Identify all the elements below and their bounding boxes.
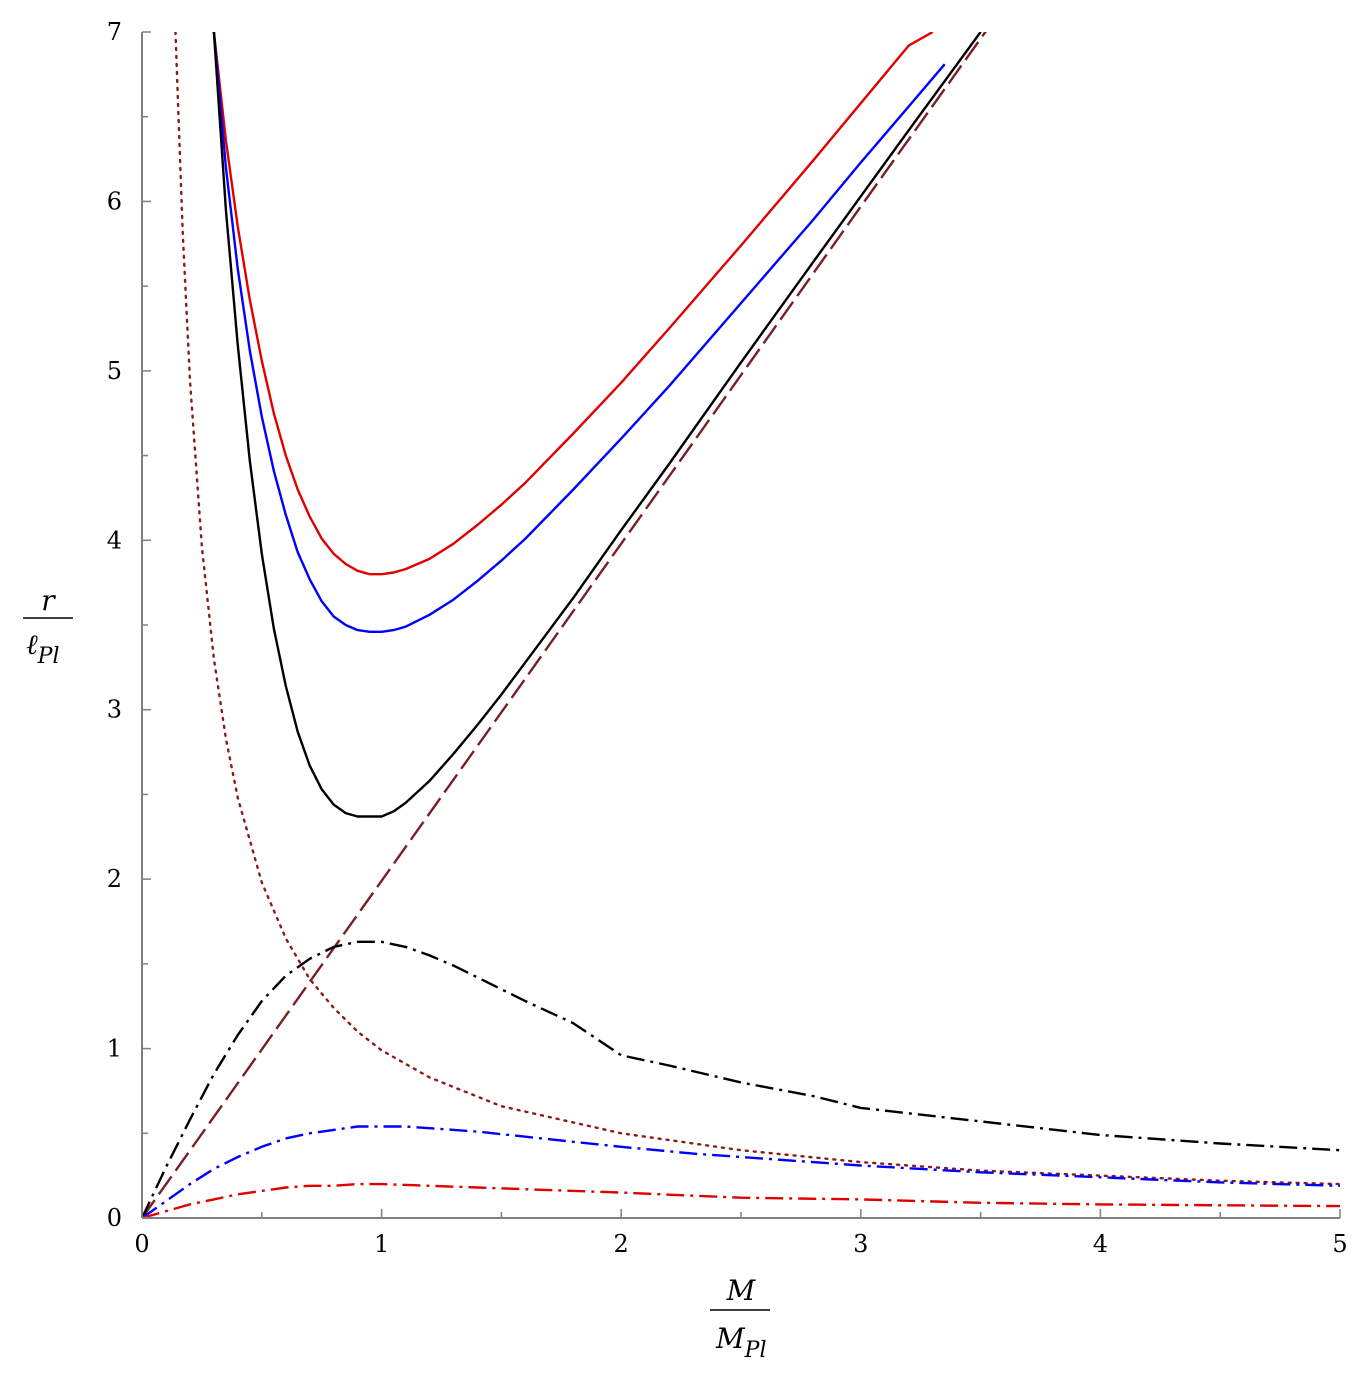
y-tick-label: 2 xyxy=(107,865,122,893)
y-axis-label: r ℓPl xyxy=(23,584,73,669)
x-tick-label: 5 xyxy=(1332,1230,1347,1258)
y-tick-label: 0 xyxy=(107,1204,122,1232)
plot-curves xyxy=(142,32,1340,1218)
y-tick-label: 5 xyxy=(107,357,122,385)
y-axis-label-denominator-sub: Pl xyxy=(37,644,60,669)
series-line-2 xyxy=(212,32,946,633)
y-axis-label-denominator: ℓPl xyxy=(26,628,60,669)
axes xyxy=(141,32,1340,1219)
y-axis-label-denominator-main: ℓ xyxy=(26,628,38,661)
x-tick-label: 0 xyxy=(134,1230,149,1258)
series-line-7 xyxy=(142,1125,1340,1218)
series-line-3 xyxy=(212,32,982,818)
x-tick-label: 2 xyxy=(614,1230,629,1258)
series-line-8 xyxy=(142,1182,1340,1218)
axis-ticks: 0 1 2 3 4 5 0 1 2 3 4 5 6 7 xyxy=(107,18,1348,1258)
x-tick-label: 1 xyxy=(374,1230,389,1258)
x-axis-label: M MPl xyxy=(710,1274,770,1363)
x-tick-label: 4 xyxy=(1093,1230,1108,1258)
y-axis-label-numerator: r xyxy=(41,584,56,617)
x-axis-label-numerator: M xyxy=(726,1274,757,1307)
series-line-1 xyxy=(212,32,934,576)
x-axis-label-denominator-main: M xyxy=(715,1322,746,1355)
y-tick-label: 1 xyxy=(107,1035,122,1063)
x-tick-label: 3 xyxy=(853,1230,868,1258)
x-axis-label-denominator-sub: Pl xyxy=(744,1338,767,1363)
y-tick-label: 6 xyxy=(107,187,122,215)
series-line-4 xyxy=(142,32,987,1218)
series-line-5 xyxy=(174,32,1340,1186)
y-tick-label: 7 xyxy=(107,18,122,46)
y-tick-label: 3 xyxy=(107,696,122,724)
y-tick-label: 4 xyxy=(107,526,122,554)
series-line-6 xyxy=(142,940,1340,1218)
x-axis-label-denominator: MPl xyxy=(715,1322,767,1363)
